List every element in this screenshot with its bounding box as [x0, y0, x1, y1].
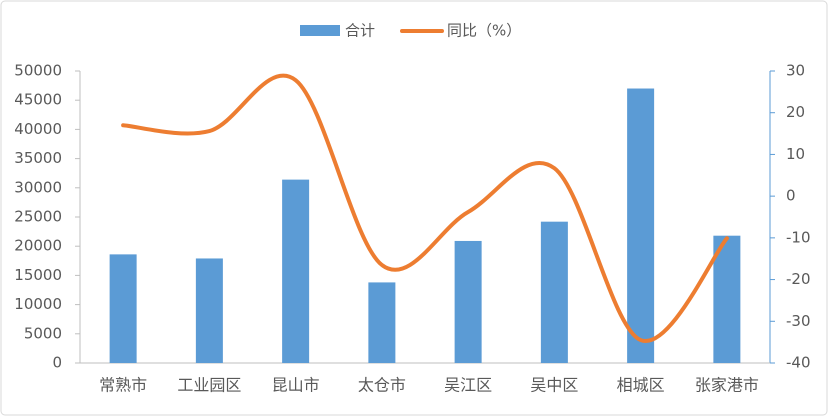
x-tick-label: 吴中区 [530, 376, 578, 395]
legend-label: 同比（%） [447, 22, 521, 40]
y-tick-label: 35000 [14, 149, 62, 167]
bar [713, 235, 741, 363]
x-tick-label: 相城区 [617, 376, 665, 395]
x-tick-label: 张家港市 [695, 376, 759, 395]
x-tick-label: 昆山市 [272, 376, 320, 395]
y2-tick-label: 10 [786, 145, 805, 163]
x-tick-label: 太仓市 [358, 376, 406, 395]
y-tick-label: 40000 [14, 120, 62, 138]
line [121, 73, 729, 343]
y-tick-label: 45000 [14, 91, 62, 109]
y2-tick-label: 20 [786, 103, 805, 121]
legend-swatch [300, 25, 340, 36]
y2-tick-label: -30 [786, 312, 811, 330]
y2-tick-label: 30 [786, 62, 805, 80]
y2-tick-label: -20 [786, 270, 811, 288]
y-tick-label: 50000 [14, 62, 62, 80]
x-tick-label: 吴江区 [444, 376, 492, 395]
y2-tick-label: -10 [786, 228, 811, 246]
x-tick-label: 工业园区 [177, 376, 241, 395]
bar [454, 240, 482, 363]
y2-tick-label: 0 [786, 187, 796, 205]
y-tick-label: 15000 [14, 266, 62, 284]
y-tick-label: 10000 [14, 295, 62, 313]
legend-label: 合计 [345, 22, 375, 40]
y-tick-label: 30000 [14, 178, 62, 196]
bar [282, 179, 310, 363]
bar [540, 221, 568, 363]
y-tick-label: 20000 [14, 237, 62, 255]
bar [368, 282, 396, 363]
x-tick-label: 常熟市 [99, 376, 147, 395]
y-tick-label: 0 [52, 354, 62, 372]
y-tick-label: 5000 [24, 324, 62, 342]
bar [109, 254, 137, 363]
bar [627, 88, 655, 364]
y-tick-label: 25000 [14, 208, 62, 226]
bar [195, 258, 223, 363]
y2-tick-label: -40 [786, 354, 811, 372]
